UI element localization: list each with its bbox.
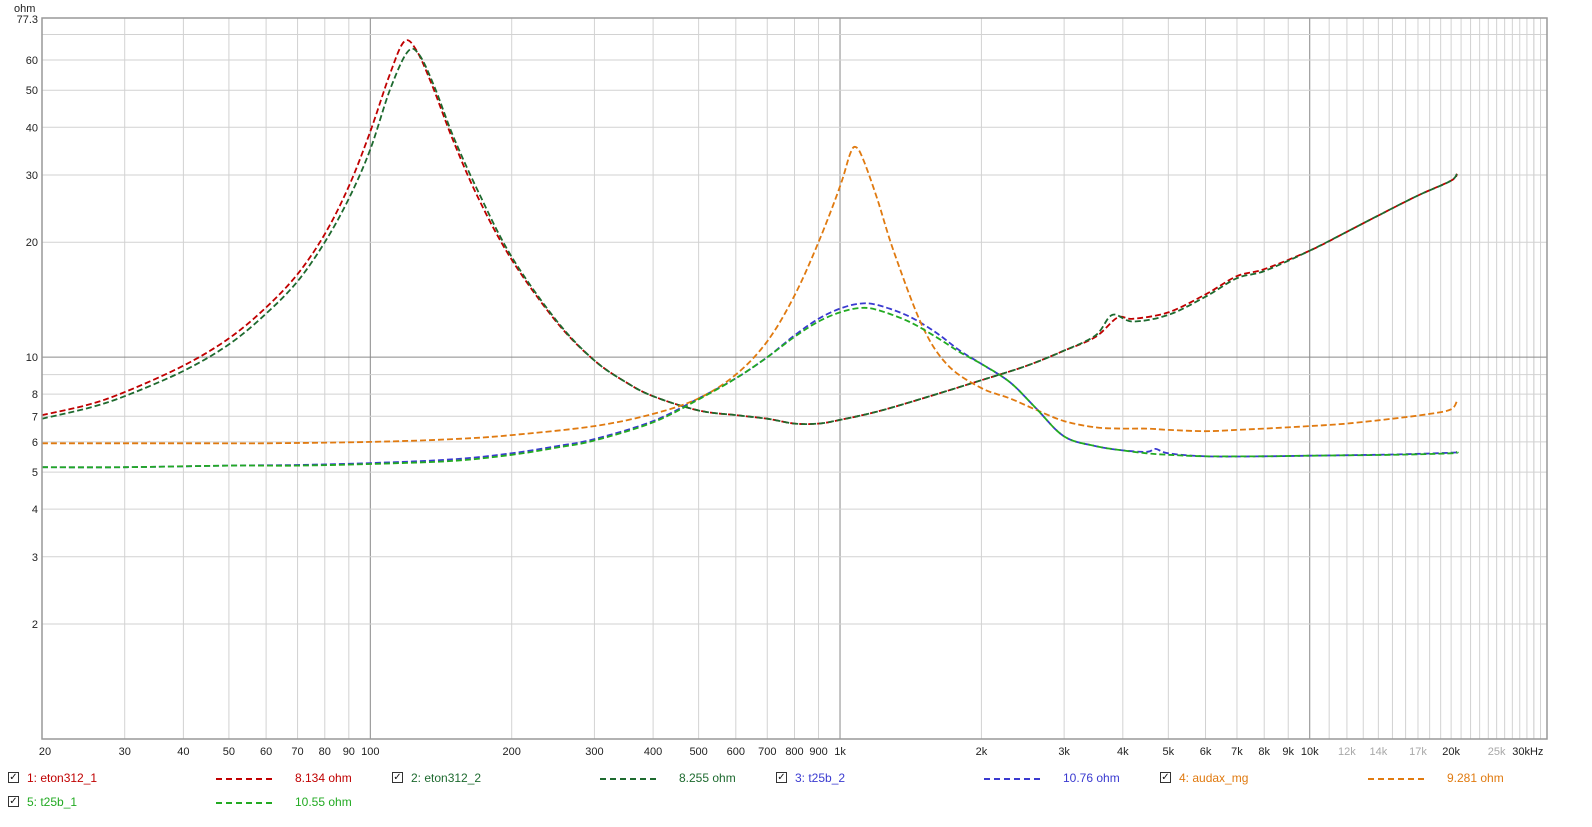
y-tick-label: 7 [32,411,38,423]
y-tick-label: 50 [26,85,38,97]
x-tick-label: 20 [39,746,51,758]
x-tick-label: 25k [1488,746,1506,758]
legend-label: 4: audax_mg [1179,771,1249,785]
x-tick-label: 90 [343,746,355,758]
grid [41,17,1548,739]
legend-item-t25b-1[interactable]: ✓ 5: t25b_1 10.55 ohm [8,792,388,812]
impedance-chart: ohm 77.3 2 3 4 5 6 7 8 10 20 30 40 50 60 20 30 40 50 60 7… [14,3,1548,758]
checkbox-icon[interactable]: ✓ [8,772,19,783]
x-tick-label: 2k [976,746,988,758]
x-tick-label: 600 [727,746,745,758]
x-tick-label: 5k [1163,746,1175,758]
legend-line-swatch [1368,778,1424,780]
y-tick-label: 3 [32,552,38,564]
y-tick-label: 8 [32,389,38,401]
legend-label: 5: t25b_1 [27,795,78,809]
plot-frame [41,17,1548,740]
x-tick-label: 80 [319,746,331,758]
x-tick-label: 30 [119,746,131,758]
y-tick-label: 5 [32,467,38,479]
x-tick-label: 30kHz [1512,746,1543,758]
legend-value: 8.255 ohm [679,771,736,785]
legend-item-audax-mg[interactable]: ✓ 4: audax_mg 9.281 ohm [1160,768,1540,788]
x-tick-label: 8k [1258,746,1270,758]
x-tick-label: 3k [1058,746,1070,758]
x-tick-label: 9k [1282,746,1294,758]
legend-item-eton312-1[interactable]: ✓ 1: eton312_1 8.134 ohm [8,768,388,788]
series-layer [41,39,1459,469]
x-tick-label: 700 [758,746,776,758]
x-tick-label: 70 [291,746,303,758]
checkbox-icon[interactable]: ✓ [776,772,787,783]
x-tick-label: 12k [1338,746,1356,758]
y-tick-label: 4 [32,504,38,516]
legend-line-swatch [984,778,1040,780]
legend-value: 10.55 ohm [295,795,352,809]
legend-label: 3: t25b_2 [795,771,846,785]
x-tick-label: 500 [689,746,707,758]
x-tick-label: 4k [1117,746,1129,758]
x-tick-label: 50 [223,746,235,758]
series-line-2 [41,47,1458,426]
legend-line-swatch [216,778,272,780]
legend-item-eton312-2[interactable]: ✓ 2: eton312_2 8.255 ohm [392,768,772,788]
checkbox-icon[interactable]: ✓ [1160,772,1171,783]
series-line-1 [41,39,1458,426]
y-tick-label: 6 [32,437,38,449]
legend-item-t25b-2[interactable]: ✓ 3: t25b_2 10.76 ohm [776,768,1156,788]
x-axis: 20 30 40 50 60 70 80 90 100 200 300 400 500 600 700 800… [39,746,1544,758]
legend-value: 9.281 ohm [1447,771,1504,785]
y-unit-label: ohm [14,3,35,15]
legend: ✓ 1: eton312_1 8.134 ohm ✓ 2: eton312_2 … [0,762,1592,822]
legend-label: 2: eton312_2 [411,771,482,785]
y-tick-label: 60 [26,55,38,67]
y-top-label: 77.3 [17,14,38,26]
legend-value: 10.76 ohm [1063,771,1120,785]
legend-line-swatch [216,802,272,804]
x-tick-label: 7k [1231,746,1243,758]
x-tick-label: 1k [834,746,846,758]
y-tick-label: 30 [26,170,38,182]
y-tick-label: 40 [26,122,38,134]
checkbox-icon[interactable]: ✓ [8,796,19,807]
x-tick-label: 300 [585,746,603,758]
x-tick-label: 200 [503,746,521,758]
x-tick-label: 20k [1442,746,1460,758]
x-tick-label: 60 [260,746,272,758]
series-line-3 [41,302,1459,469]
x-tick-label: 40 [177,746,189,758]
legend-value: 8.134 ohm [295,771,352,785]
x-tick-label: 100 [361,746,379,758]
legend-label: 1: eton312_1 [27,771,98,785]
y-tick-label: 2 [32,619,38,631]
series-line-5 [41,306,1459,469]
y-axis: 2 3 4 5 6 7 8 10 20 30 40 50 60 [26,55,38,631]
checkbox-icon[interactable]: ✓ [392,772,403,783]
series-line-4 [42,145,1458,445]
x-tick-label: 14k [1369,746,1387,758]
x-tick-label: 800 [785,746,803,758]
x-tick-label: 17k [1409,746,1427,758]
x-tick-label: 6k [1200,746,1212,758]
x-tick-label: 400 [644,746,662,758]
legend-line-swatch [600,778,656,780]
y-tick-label: 20 [26,237,38,249]
x-tick-label: 10k [1301,746,1319,758]
y-tick-label: 10 [26,352,38,364]
x-tick-label: 900 [809,746,827,758]
